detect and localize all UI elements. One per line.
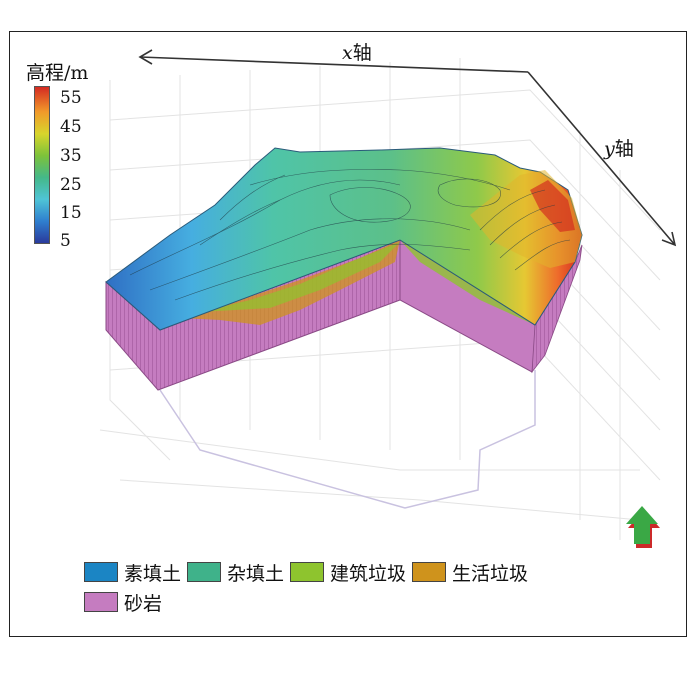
colorbar-title: 高程/m [26,62,89,84]
legend-item: 砂岩 [84,589,162,616]
figure-frame [9,31,687,637]
legend-swatch [290,562,325,582]
footprint-outline [159,370,536,509]
colorbar-tick: 5 [60,231,71,251]
north-arrow-icon [626,506,660,548]
legend-swatch [84,592,118,612]
colorbar-tick: 55 [60,88,82,108]
legend-label: 砂岩 [124,592,163,615]
colorbar-tick: 15 [60,203,82,223]
elevation-colorbar [34,86,50,244]
contour-lines [129,169,571,301]
legend-swatch [412,562,447,582]
colorbar-tick: 35 [60,146,82,166]
legend-label: 素填土 [124,562,182,585]
x-axis-label: x轴 [342,42,372,64]
legend-item: 建筑垃圾 [290,559,406,586]
legend-item: 素填土 [84,559,181,586]
y-axis-label: y轴 [604,138,634,160]
legend-swatch [84,562,118,582]
legend-label: 建筑垃圾 [330,562,407,585]
colorbar-tick: 45 [60,117,82,137]
legend: 素填土 杂填土 建筑垃圾 生活垃圾 砂岩 [84,557,644,617]
y-axis-arrow [527,71,677,247]
legend-label: 杂填土 [227,562,285,585]
terrain-surface [105,147,583,331]
terrain-peak [530,180,575,232]
legend-item: 生活垃圾 [412,559,528,586]
colorbar-tick: 25 [60,175,82,195]
legend-item: 杂填土 [187,559,284,586]
x-axis-arrow [138,49,529,73]
legend-label: 生活垃圾 [452,562,529,585]
legend-swatch [187,562,222,582]
